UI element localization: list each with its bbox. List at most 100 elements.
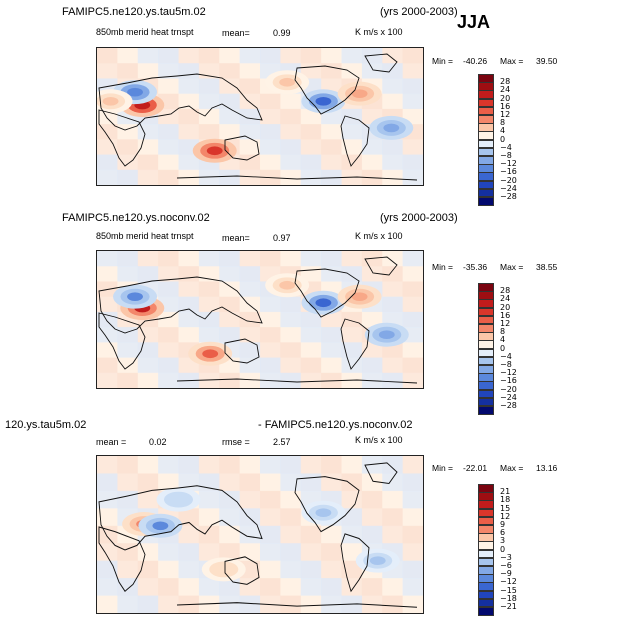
map-background-cell (321, 342, 342, 359)
colorbar-level-label: 12 (500, 511, 511, 521)
map-background-cell (361, 357, 383, 374)
map-background-cell (97, 525, 118, 544)
map-background-cell (402, 595, 423, 613)
panel-top-case-title: FAMIPC5.ne120.ys.tau5m.02 (62, 6, 206, 18)
coastline (98, 276, 263, 334)
map-background-cell (382, 595, 404, 613)
map-background-cell (280, 124, 302, 140)
map-background-cell (300, 139, 322, 156)
map-background-cell (361, 266, 383, 282)
map-background-cell (219, 543, 241, 562)
colorbar-level-label: 0 (500, 343, 506, 353)
map-background-cell (260, 490, 281, 509)
map-background-cell (97, 456, 118, 474)
map-background-cell (280, 48, 302, 64)
map-background-cell (382, 357, 404, 374)
map-background-cell (341, 251, 363, 267)
map-background-cell (137, 560, 159, 579)
map-background-cell (97, 473, 118, 492)
colorbar-level-label: 8 (500, 327, 506, 337)
panel-top-min-value: -40.26 (463, 56, 488, 66)
map-background-cell (341, 266, 363, 282)
field-anomaly-contour (170, 495, 187, 504)
map-background-cell (219, 372, 241, 388)
map-background-cell (280, 543, 302, 562)
map-background-cell (402, 342, 423, 359)
map-background-cell (137, 139, 159, 156)
map-background-cell (321, 578, 342, 597)
map-background-cell (402, 139, 423, 156)
field-anomaly-contour (215, 565, 232, 574)
map-background-cell (260, 357, 281, 374)
map-background-cell (260, 124, 281, 140)
map-background-cell (219, 311, 241, 328)
coastline (294, 268, 360, 318)
field-anomaly-contour (315, 96, 332, 106)
map-background-cell (239, 595, 261, 613)
map-background-cell (117, 342, 139, 359)
map-background-cell (198, 93, 220, 110)
map-background-cell (137, 63, 159, 79)
map-background-cell (198, 543, 220, 562)
map-background-cell (198, 296, 220, 313)
map-background-cell (280, 508, 302, 527)
colorbar-level-label: −15 (500, 585, 517, 595)
map-background-cell (260, 311, 281, 328)
map-background-cell (239, 311, 261, 328)
panel-bottom-rmse-label: rmse = (222, 437, 250, 447)
colorbar-level-label: −12 (500, 368, 517, 378)
map-background-cell (219, 327, 241, 343)
panel-bottom-map-svg (97, 456, 423, 613)
map-background-cell (300, 560, 322, 579)
map-background-cell (260, 508, 281, 527)
map-background-cell (300, 154, 322, 171)
map-background-cell (198, 327, 220, 343)
map-background-cell (280, 595, 302, 613)
map-background-cell (402, 357, 423, 374)
colorbar-level-label: 8 (500, 118, 506, 128)
map-background-cell (300, 357, 322, 374)
field-anomaly-contour (378, 330, 395, 340)
map-background-cell (239, 473, 261, 492)
map-background-cell (219, 525, 241, 544)
map-background-cell (321, 63, 342, 79)
map-background-cell (219, 281, 241, 298)
map-background-cell (402, 154, 423, 171)
map-background-cell (97, 124, 118, 140)
map-background-cell (219, 490, 241, 509)
map-background-cell (219, 473, 241, 492)
colorbar-level-label: −24 (500, 392, 517, 402)
map-background-cell (341, 490, 363, 509)
colorbar-level-label: −3 (500, 552, 512, 562)
map-background-cell (300, 595, 322, 613)
map-background-cell (402, 543, 423, 562)
panel-middle-case-title: FAMIPC5.ne120.ys.noconv.02 (62, 212, 210, 224)
map-background-cell (382, 456, 404, 474)
map-background-cell (321, 169, 342, 185)
colorbar-level-label: 12 (500, 110, 511, 119)
map-background-cell (321, 525, 342, 544)
panel-top-years: (yrs 2000-2003) (380, 6, 458, 18)
map-background-cell (178, 508, 200, 527)
map-background-cell (239, 48, 261, 64)
map-background-cell (260, 154, 281, 171)
map-background-cell (117, 139, 139, 156)
map-background-cell (280, 372, 302, 388)
field-anomaly-contour (206, 146, 223, 156)
colorbar-level-label: −12 (500, 577, 517, 587)
map-background-cell (341, 473, 363, 492)
map-background-cell (341, 108, 363, 125)
map-background-cell (198, 281, 220, 298)
map-background-cell (402, 251, 423, 267)
map-background-cell (137, 342, 159, 359)
map-background-cell (260, 560, 281, 579)
map-background-cell (341, 342, 363, 359)
map-background-cell (341, 578, 363, 597)
map-background-cell (178, 456, 200, 474)
map-background-cell (198, 124, 220, 140)
map-background-cell (97, 251, 118, 267)
map-background-cell (117, 251, 139, 267)
map-background-cell (382, 473, 404, 492)
map-background-cell (280, 357, 302, 374)
map-background-cell (321, 595, 342, 613)
